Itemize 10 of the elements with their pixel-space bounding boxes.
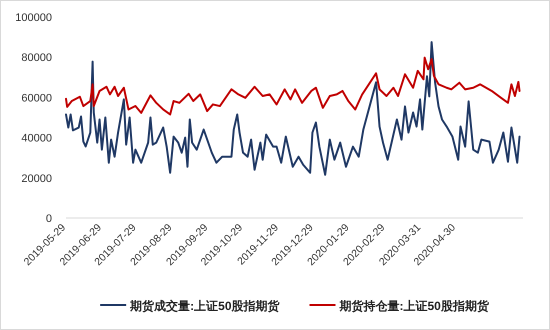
line-series (65, 56, 521, 116)
line-series (65, 41, 521, 176)
legend-label: 期货持仓量:上证50股指期货 (338, 299, 490, 313)
legend-label: 期货成交量:上证50股指期货 (129, 299, 280, 313)
y-tick-label: 60000 (21, 92, 52, 104)
y-tick-label: 80000 (21, 52, 52, 64)
y-tick-label: 40000 (21, 132, 52, 145)
y-tick-label: 20000 (21, 172, 52, 185)
y-tick-label: 100000 (15, 12, 52, 24)
y-tick-label: 0 (46, 213, 52, 225)
